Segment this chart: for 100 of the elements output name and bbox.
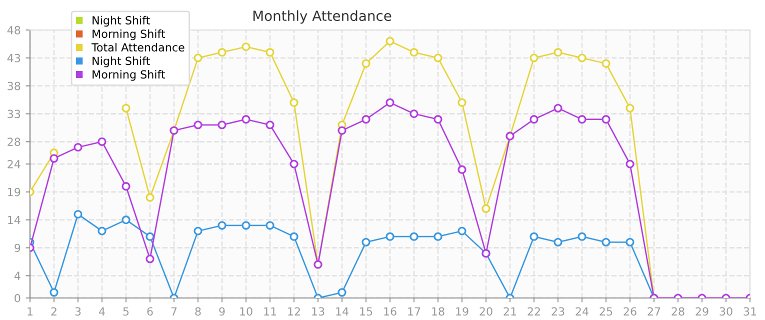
point — [458, 98, 466, 107]
point — [530, 54, 538, 62]
x-tick-label: 15 — [360, 307, 372, 316]
x-tick-label: 25 — [600, 307, 612, 316]
point — [146, 232, 154, 241]
y-tick-label: 48 — [7, 26, 20, 34]
point — [578, 54, 586, 62]
point — [242, 42, 250, 52]
point — [290, 232, 298, 241]
x-tick-label: 8 — [195, 307, 201, 316]
point — [266, 221, 274, 230]
point — [458, 226, 466, 236]
point — [602, 59, 610, 68]
x-tick-label: 21 — [504, 307, 516, 316]
x-tick-label: 4 — [99, 307, 105, 316]
point — [626, 160, 634, 168]
point — [122, 216, 130, 224]
point — [218, 221, 226, 230]
y-tick-label: 4 — [14, 272, 20, 280]
point — [434, 232, 442, 241]
point — [578, 232, 586, 241]
point — [434, 115, 442, 124]
x-tick-label: 5 — [123, 307, 129, 316]
x-tick-label: 14 — [336, 307, 348, 316]
x-tick-label: 16 — [384, 307, 396, 316]
point — [242, 115, 250, 124]
x-tick-label: 26 — [624, 307, 636, 316]
legend-label: Night Shift — [92, 56, 150, 68]
point — [554, 48, 562, 57]
point — [554, 238, 562, 246]
point — [50, 154, 58, 163]
x-tick-label: 28 — [672, 307, 684, 316]
point — [74, 210, 82, 219]
point — [362, 59, 370, 68]
y-tick-label: 14 — [8, 216, 20, 224]
x-tick-label: 31 — [744, 307, 756, 316]
x-tick-label: 1 — [28, 307, 33, 316]
y-tick-label: 43 — [7, 54, 20, 62]
point — [242, 221, 250, 230]
x-tick-label: 10 — [240, 307, 252, 316]
y-tick-label: 28 — [8, 138, 20, 146]
point — [98, 226, 106, 236]
point — [482, 204, 490, 213]
point — [410, 109, 418, 118]
point — [386, 232, 394, 241]
point — [410, 232, 418, 241]
x-tick-label: 2 — [51, 307, 56, 316]
x-tick-label: 19 — [456, 307, 468, 316]
point — [266, 120, 274, 130]
point — [194, 54, 202, 62]
x-tick-label: 18 — [432, 307, 444, 316]
x-tick-label: 29 — [696, 307, 708, 316]
point — [266, 48, 274, 57]
x-tick-label: 7 — [171, 307, 177, 316]
point — [146, 254, 154, 264]
point — [194, 120, 202, 130]
x-tick-label: 30 — [720, 307, 732, 316]
point — [602, 238, 610, 246]
legend-label: Total Attendance — [92, 42, 184, 52]
point — [362, 238, 370, 246]
x-tick-label: 9 — [219, 307, 225, 316]
x-tick-label: 3 — [75, 307, 81, 316]
x-tick-label: 6 — [147, 307, 153, 316]
point — [386, 36, 394, 46]
legend-label: Night Shift — [92, 16, 150, 27]
point — [146, 193, 154, 202]
y-tick-label: 19 — [8, 188, 20, 196]
point — [626, 238, 634, 246]
point — [362, 115, 370, 124]
point — [410, 48, 418, 57]
y-tick-label: 24 — [8, 160, 20, 168]
point — [74, 142, 82, 152]
x-tick-label: 12 — [288, 307, 300, 316]
point — [290, 98, 298, 107]
legend-label: Morning Shift — [92, 29, 166, 40]
x-tick-label: 13 — [312, 307, 324, 316]
y-tick-label: 38 — [8, 82, 20, 90]
point — [554, 104, 562, 112]
point — [218, 48, 226, 57]
point — [122, 182, 130, 191]
y-tick-label: 9 — [14, 244, 20, 252]
y-tick-label: 0 — [14, 294, 20, 302]
point — [530, 232, 538, 241]
chart-title: Monthly Attendance — [253, 10, 392, 24]
point — [386, 98, 394, 107]
x-tick-label: 20 — [480, 307, 492, 316]
point — [194, 226, 202, 236]
point — [98, 137, 106, 146]
x-tick-label: 11 — [264, 307, 276, 316]
legend-label: Morning Shift — [92, 70, 166, 81]
x-tick-label: 17 — [408, 307, 420, 316]
point — [602, 115, 610, 124]
x-tick-label: 27 — [648, 307, 660, 316]
point — [122, 104, 130, 112]
point — [290, 160, 298, 168]
point — [626, 104, 634, 112]
point — [218, 120, 226, 130]
point — [458, 165, 466, 174]
point — [578, 115, 586, 124]
y-tick-label: 33 — [8, 110, 20, 118]
